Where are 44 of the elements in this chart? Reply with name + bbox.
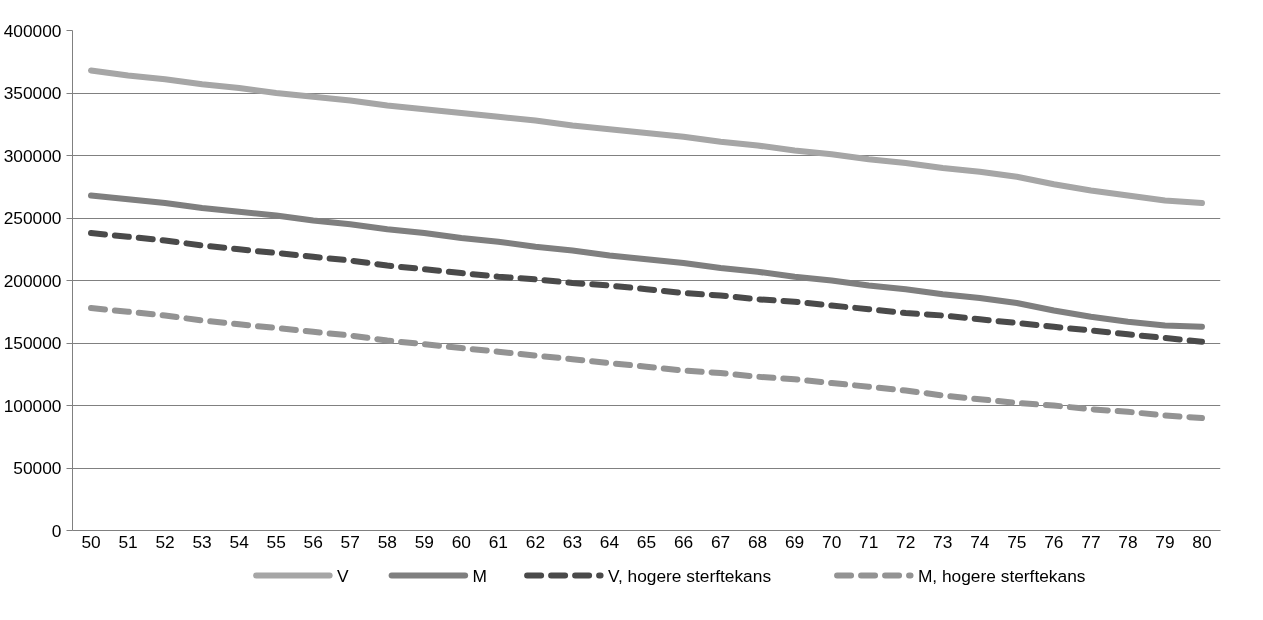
x-tick-label: 74 xyxy=(970,531,990,552)
y-tick-label: 50000 xyxy=(13,458,62,478)
y-tick-label: 250000 xyxy=(3,208,62,228)
x-tick-label: 67 xyxy=(710,531,731,552)
y-tick-label: 100000 xyxy=(3,395,62,416)
legend-label: V xyxy=(337,565,349,586)
x-tick-label: 54 xyxy=(229,531,250,552)
y-tick-label: 0 xyxy=(51,520,62,541)
x-tick-label: 77 xyxy=(1081,531,1101,552)
x-tick-label: 58 xyxy=(377,531,397,552)
x-tick-label: 62 xyxy=(525,531,546,552)
x-tick-label: 57 xyxy=(340,531,360,552)
y-tick-label: 300000 xyxy=(3,145,62,166)
x-tick-label: 51 xyxy=(118,531,138,552)
x-tick-label: 68 xyxy=(747,531,768,552)
x-tick-label: 78 xyxy=(1118,531,1138,552)
x-tick-label: 71 xyxy=(859,531,879,552)
x-tick-label: 50 xyxy=(81,531,101,552)
x-tick-label: 53 xyxy=(192,531,212,552)
x-tick-label: 64 xyxy=(599,531,620,552)
legend-label: M, hogere sterftekans xyxy=(917,565,1086,586)
y-tick-label: 400000 xyxy=(3,20,62,41)
x-tick-label: 73 xyxy=(933,531,953,552)
x-tick-label: 61 xyxy=(488,531,509,552)
y-tick-label: 350000 xyxy=(3,83,62,103)
x-tick-label: 52 xyxy=(155,531,175,552)
x-tick-label: 60 xyxy=(451,531,471,552)
legend-label: V, hogere sterftekans xyxy=(607,565,772,586)
x-tick-label: 55 xyxy=(266,531,286,552)
x-tick-label: 63 xyxy=(562,531,583,552)
legend-label: M xyxy=(472,565,487,586)
x-tick-label: 66 xyxy=(673,531,694,552)
x-tick-label: 56 xyxy=(303,531,323,552)
x-tick-label: 72 xyxy=(896,531,916,552)
x-tick-label: 79 xyxy=(1155,531,1175,552)
y-tick-label: 200000 xyxy=(3,270,62,291)
x-tick-label: 76 xyxy=(1044,531,1064,552)
x-tick-label: 65 xyxy=(636,531,657,552)
x-tick-label: 75 xyxy=(1007,531,1027,552)
x-tick-label: 70 xyxy=(822,531,842,552)
x-tick-label: 80 xyxy=(1192,531,1212,552)
x-tick-label: 69 xyxy=(784,531,805,552)
y-tick-label: 150000 xyxy=(3,333,62,353)
x-tick-label: 59 xyxy=(414,531,434,552)
